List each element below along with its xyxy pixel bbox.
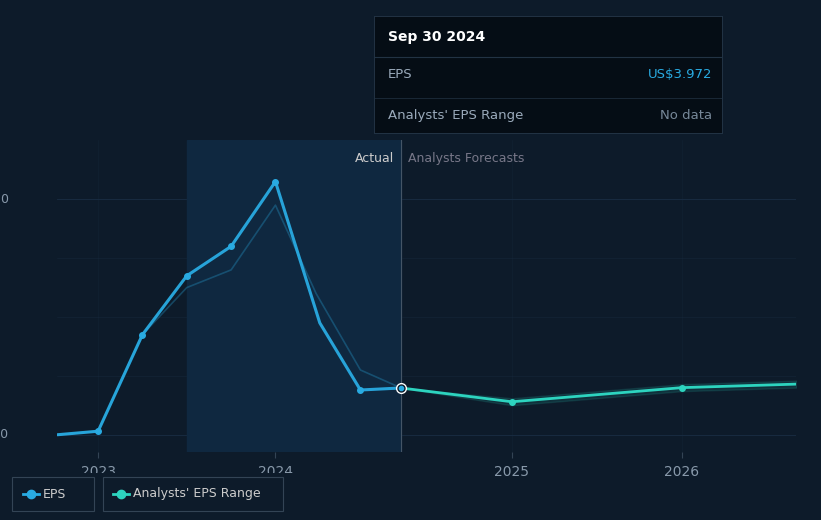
- Text: Analysts' EPS Range: Analysts' EPS Range: [388, 109, 523, 122]
- Text: Analysts' EPS Range: Analysts' EPS Range: [133, 488, 261, 500]
- FancyBboxPatch shape: [103, 477, 283, 511]
- Text: Analysts Forecasts: Analysts Forecasts: [409, 152, 525, 165]
- Text: US$20: US$20: [0, 193, 10, 206]
- Text: US$3.972: US$3.972: [648, 68, 712, 81]
- Text: Sep 30 2024: Sep 30 2024: [388, 30, 484, 44]
- Bar: [187, 140, 401, 452]
- FancyBboxPatch shape: [12, 477, 94, 511]
- Text: EPS: EPS: [388, 68, 412, 81]
- Text: US$0: US$0: [0, 428, 10, 441]
- Text: No data: No data: [660, 109, 712, 122]
- Text: EPS: EPS: [44, 488, 67, 500]
- Text: Actual: Actual: [355, 152, 394, 165]
